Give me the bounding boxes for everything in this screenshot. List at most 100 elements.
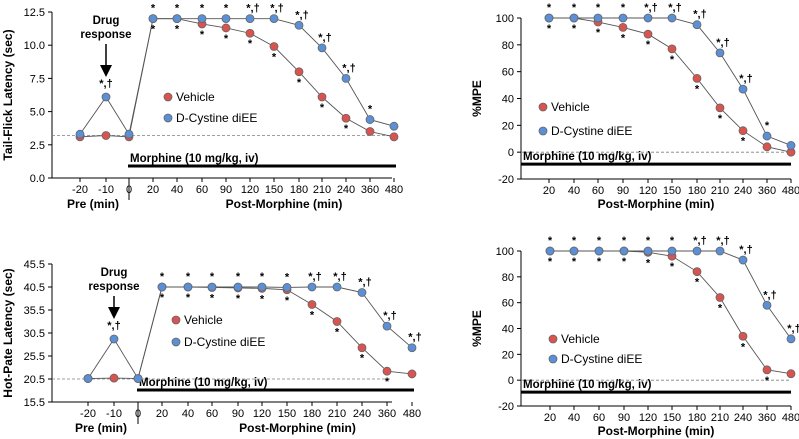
data-point-vehicle [738,331,748,341]
drug-response-label-1: Drug [101,267,128,279]
y-tick-label: 40 [502,94,514,106]
data-point-d-cystine-diee [762,131,772,141]
y-tick-label: 80 [502,40,514,52]
sig-marker-below: * [335,327,340,339]
x-tick-label: 210 [313,184,331,196]
sig-marker-above: * [597,235,602,247]
data-point-d-cystine-diee [544,13,554,23]
x-tick-label: 150 [265,184,283,196]
sig-marker-below: * [260,293,265,305]
y-axis-label: %MPE [470,80,484,117]
sig-marker-below: * [718,113,723,125]
sig-marker-below: * [151,24,156,36]
panel-hot-plate-latency: 15.5 20.5 25.5 30.5 35.5 40.5 45.5 Hot-Pate Lat… [1,259,422,435]
data-point-vehicle [109,373,119,383]
morphine-label: Morphine (10 mg/kg, iv) [130,153,259,165]
data-point-vehicle [382,366,392,376]
data-point-d-cystine-diee [643,246,653,256]
data-point-d-cystine-diee [667,246,677,256]
y-tick-label: 35.5 [24,305,45,317]
legend-marker-d-cystine-diee [171,337,181,347]
x-axis-label: Post-Morphine (min) [598,424,715,438]
data-point-vehicle [786,369,796,379]
drug-response-label-1: Drug [93,15,120,27]
series-line-d-cystine-diee [87,286,413,380]
data-point-d-cystine-diee [357,288,367,297]
data-point-d-cystine-diee [545,246,555,256]
x-tick-label: 40 [171,184,183,196]
sig-marker-below: * [344,123,349,135]
data-point-vehicle [294,67,304,77]
data-point-d-cystine-diee [407,343,417,353]
data-point-d-cystine-diee [332,282,342,292]
sig-marker-above: *,† [318,32,331,44]
sig-marker-above: *,† [739,244,752,256]
x-tick-label: 360 [758,412,776,424]
legend-label-vehicle: Vehicle [176,90,215,104]
y-tick-label: 10.0 [24,40,45,52]
sig-marker-below: * [622,256,627,268]
morphine-label: Morphine (10 mg/kg, iv) [523,379,652,391]
sig-marker-above: * [572,235,577,247]
data-point-vehicle [618,22,628,32]
y-tick-label: 40.5 [24,282,45,294]
data-point-d-cystine-diee [692,20,702,30]
y-axis-label: %MPE [470,310,484,347]
sig-marker-above: *,† [408,332,421,344]
data-point-d-cystine-diee [643,13,653,23]
sig-marker-below: * [572,23,577,35]
y-tick-label: 20.5 [24,374,45,386]
sig-marker-below: * [236,293,241,305]
x-tick-label: 360 [378,408,396,420]
y-tick-label: 0 [508,375,514,387]
sig-marker-above: * [151,3,156,15]
y-tick-label: 80 [502,272,514,284]
x-tick-label: 60 [593,412,605,424]
y-tick-label: 15.5 [24,397,45,409]
y-tick-label: 30.5 [24,328,45,340]
data-point-d-cystine-diee [715,246,725,256]
data-point-vehicle [692,73,702,83]
x-tick-label: 60 [196,184,208,196]
data-point-d-cystine-diee [307,282,317,292]
legend-label-d-cystine-diee: D-Cystine diEE [176,111,257,125]
data-point-d-cystine-diee [133,374,143,383]
data-point-d-cystine-diee [233,282,243,292]
data-point-d-cystine-diee [619,246,629,256]
y-tick-label: 0.0 [30,173,45,185]
x-tick-label: 60 [592,185,604,197]
y-tick-label: -20 [498,174,514,186]
sig-marker-above: * [765,120,770,132]
data-point-d-cystine-diee [738,84,748,94]
x-tick-label: 90 [617,185,629,197]
panel-tail-flick-mpe: -20 0 20 40 60 80 100 %MPE 20 40 60 90 120 150 180 210 2… [470,2,799,211]
data-point-d-cystine-diee [101,92,111,102]
data-point-d-cystine-diee [75,129,85,139]
x-tick-label: 20 [147,184,159,196]
y-tick-label: -20 [498,401,514,413]
sig-marker-above: * [200,3,205,15]
sig-marker-above: *,† [693,235,706,247]
sig-marker-below: * [646,39,651,51]
sig-marker-below: * [310,309,315,321]
drug-sig-label: *,† [107,320,120,332]
y-tick-label: 0 [508,147,514,159]
x-tick-label: 240 [734,412,752,424]
data-point-vehicle [692,267,702,277]
x-tick-label-pre: -10 [98,184,114,196]
sig-marker-above: *,† [644,2,657,14]
legend-marker-d-cystine-diee [538,126,548,136]
data-point-vehicle [643,29,653,39]
data-point-d-cystine-diee [594,246,604,256]
x-tick-label: 90 [220,184,232,196]
data-point-d-cystine-diee [157,282,167,292]
sig-marker-above: * [622,235,627,247]
sig-marker-below: * [547,23,552,35]
x-tick-label: 150 [663,412,681,424]
sig-marker-below: * [210,292,215,304]
data-point-vehicle [332,317,342,326]
sig-marker-above: * [621,2,626,14]
x-tick-label: 480 [782,185,799,197]
data-point-d-cystine-diee [294,20,304,30]
